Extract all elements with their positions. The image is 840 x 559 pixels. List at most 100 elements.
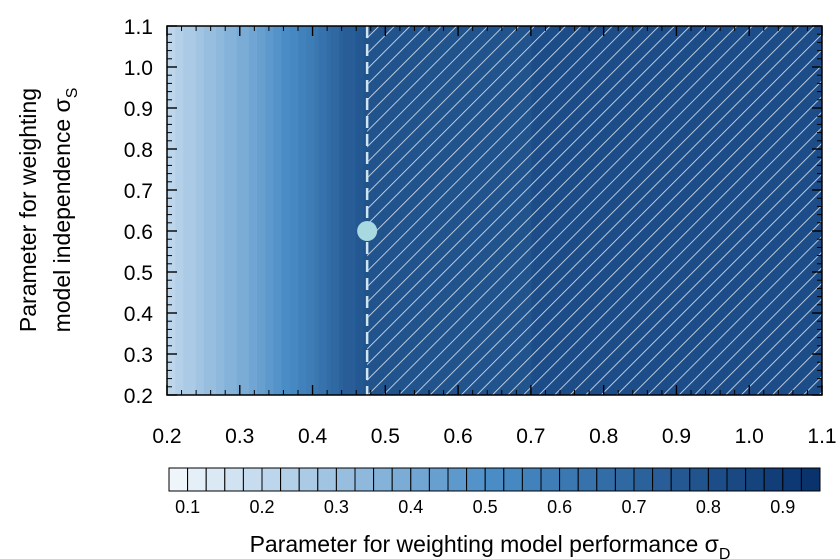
colorbar-label: 0.3 (324, 497, 349, 517)
colorbar-box (261, 467, 282, 492)
contour-cell (257, 26, 262, 395)
x-axis-title-text: Parameter for weighting model performanc… (250, 531, 719, 557)
colorbar-box (521, 467, 542, 492)
y-axis-title-line2-group: model independence σS (49, 88, 81, 333)
colorbar-labels: 0.1 0.2 0.3 0.4 0.5 0.6 0.7 0.8 0.9 (175, 497, 795, 517)
contour-cell (167, 26, 172, 395)
contour-cell (347, 26, 352, 395)
y-tick-label: 0.9 (124, 98, 153, 121)
contour-cell (224, 26, 230, 395)
y-tick-label: 0.8 (124, 139, 153, 162)
y-tick-label: 0.3 (124, 344, 153, 367)
contour-cell (289, 26, 295, 395)
y-tick-label: 0.6 (124, 221, 153, 244)
contour-cell (195, 26, 201, 395)
contour-cell (330, 26, 336, 395)
colorbar-box (763, 467, 784, 492)
x-axis: 0.2 0.3 0.4 0.5 0.6 0.7 0.8 0.9 1.0 1.1 (152, 26, 837, 448)
x-axis-title: Parameter for weighting model performanc… (250, 531, 731, 559)
colorbar-box (298, 467, 319, 492)
colorbar-box (559, 467, 579, 492)
contour-cell (232, 26, 238, 395)
contour-cell (252, 26, 258, 395)
colorbar (168, 467, 821, 492)
contour-cell (281, 26, 287, 395)
contour-cell (306, 26, 311, 395)
contour-cell (265, 26, 270, 395)
contour-cell (269, 26, 275, 395)
contour-cell (318, 26, 324, 395)
colorbar-label: 0.7 (621, 497, 646, 517)
y-axis-title-line1: Parameter for weighting (15, 88, 41, 332)
contour-cell (351, 26, 356, 395)
contour-cell (314, 26, 320, 395)
colorbar-box (577, 467, 598, 492)
y-axis: 0.2 0.3 0.4 0.5 0.6 0.7 0.8 0.9 1.0 1.1 (124, 16, 822, 408)
x-tick-label: 0.4 (298, 425, 328, 448)
selected-point-marker (357, 221, 378, 241)
contour-cell (191, 26, 197, 395)
contour-cell (285, 26, 291, 395)
x-tick-label: 0.2 (152, 425, 181, 448)
colorbar-box (447, 467, 468, 492)
colorbar-label: 0.2 (249, 497, 274, 517)
colorbar-label: 0.1 (175, 497, 200, 517)
colorbar-box (280, 467, 300, 492)
y-tick-label: 0.2 (124, 385, 153, 408)
contour-cell (273, 26, 279, 395)
colorbar-box (689, 467, 709, 492)
contour-cell (363, 26, 369, 395)
colorbar-label: 0.5 (473, 497, 498, 517)
contour-cell (203, 26, 209, 395)
colorbar-box (633, 467, 654, 492)
colorbar-box (596, 467, 616, 492)
contour-cell (293, 26, 299, 395)
colorbar-box (242, 467, 263, 492)
contour-cell (334, 26, 340, 395)
contour-cell (207, 26, 213, 395)
colorbar-box (503, 467, 523, 492)
colorbar-box (187, 467, 207, 492)
plot-frame (166, 25, 823, 396)
colorbar-box (410, 467, 430, 492)
colorbar-label: 0.6 (547, 497, 572, 517)
y-axis-title: Parameter for weighting model independen… (15, 88, 81, 333)
x-tick-label: 0.9 (662, 425, 691, 448)
colorbar-box (335, 467, 356, 492)
contour-cell (302, 26, 307, 395)
y-tick-label: 1.0 (124, 57, 153, 80)
colorbar-label: 0.4 (398, 497, 423, 517)
plot-area (167, 26, 822, 395)
contour-cell (244, 26, 250, 395)
contour-cell (179, 26, 184, 395)
contour-cell (228, 26, 234, 395)
hatched-region (367, 26, 822, 395)
contour-cell (248, 26, 254, 395)
x-tick-label: 1.0 (735, 425, 764, 448)
contour-cell (175, 26, 180, 395)
colorbar-box (484, 467, 505, 492)
contour-cell (338, 26, 344, 395)
contour-cell (310, 26, 315, 395)
colorbar-box (205, 467, 226, 492)
colorbar-box (800, 467, 821, 492)
contour-cell (236, 26, 242, 395)
y-tick-label: 1.1 (124, 16, 153, 39)
colorbar-label: 0.8 (696, 497, 721, 517)
contour-cell (326, 26, 332, 395)
colorbar-box (707, 467, 728, 492)
colorbar-box (652, 467, 672, 492)
contour-cell (343, 26, 348, 395)
colorbar-box (540, 467, 561, 492)
contour-cell (355, 26, 361, 395)
contour-cell (240, 26, 246, 395)
x-tick-label: 0.7 (516, 425, 545, 448)
y-axis-title-subscript: S (64, 88, 81, 99)
colorbar-box (614, 467, 635, 492)
y-tick-label: 0.4 (124, 303, 154, 326)
colorbar-box (726, 467, 747, 492)
contour-cell (322, 26, 328, 395)
colorbar-box (391, 467, 412, 492)
colorbar-box (782, 467, 802, 492)
